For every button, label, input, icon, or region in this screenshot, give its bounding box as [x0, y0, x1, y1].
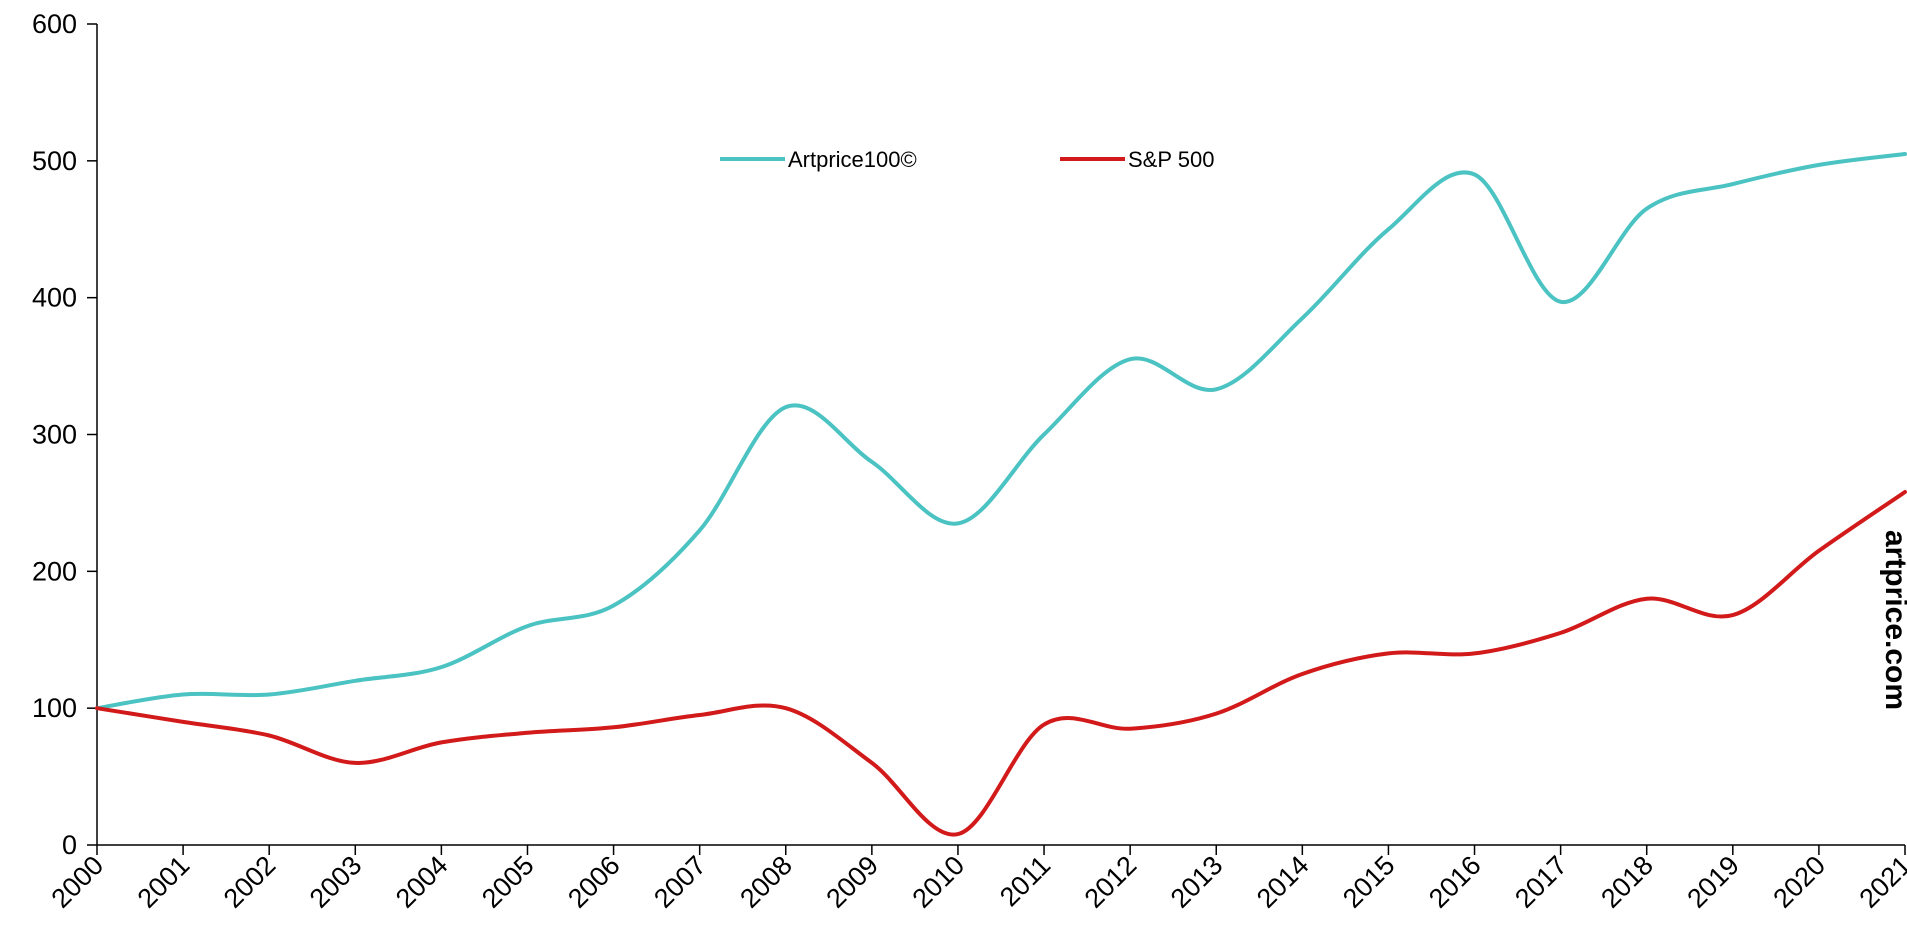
x-tick-label: 2019: [1681, 850, 1745, 914]
x-tick-label: 2017: [1509, 850, 1573, 914]
sp500-line-point: [1042, 723, 1046, 727]
sp500-line-point: [439, 740, 443, 744]
x-tick-label: 2003: [304, 850, 368, 914]
sp500-line-point: [95, 706, 99, 710]
sp500-line-point: [1645, 597, 1649, 601]
y-tick-label: 100: [32, 693, 77, 723]
artprice100-line-point: [1731, 182, 1735, 186]
x-tick-label: 2005: [476, 850, 540, 914]
x-tick-label: 2010: [907, 850, 971, 914]
artprice100-line-point: [784, 405, 788, 409]
sp500-line-point: [1559, 631, 1563, 635]
artprice100-line-point: [1300, 316, 1304, 320]
x-tick-label: 2016: [1423, 850, 1487, 914]
sp500-line-point: [1903, 490, 1907, 494]
plot-series: [95, 152, 1907, 837]
y-tick-label: 200: [32, 556, 77, 586]
legend: Artprice100© S&P 500: [720, 147, 1214, 172]
artprice100-line-point: [1903, 152, 1907, 156]
sp500-line-point: [353, 761, 357, 765]
artprice100-line-point: [439, 665, 443, 669]
artprice100-line-point: [698, 528, 702, 532]
artprice100-line-point: [1386, 227, 1390, 231]
artprice100-line-point: [612, 604, 616, 608]
sp500-line: [95, 490, 1907, 837]
y-tick-label: 600: [32, 9, 77, 39]
sp500-line-point: [525, 731, 529, 735]
artprice100-line-point: [956, 521, 960, 525]
artprice100-line-point: [1817, 163, 1821, 167]
artprice100-line: [95, 152, 1907, 711]
artprice100-line-point: [181, 692, 185, 696]
y-tick-label: 400: [32, 283, 77, 313]
sp500-line-point: [1817, 549, 1821, 553]
sp500-line-point: [784, 706, 788, 710]
x-tick-label: 2002: [218, 850, 282, 914]
artprice100-line-point: [525, 624, 529, 628]
x-tick-label: 2011: [994, 850, 1056, 912]
artprice100-line-point: [870, 460, 874, 464]
artprice100-line-point: [1559, 300, 1563, 304]
sp500-line-point: [1300, 672, 1304, 676]
y-axis: 0 100 200 300 400 500 600: [32, 9, 98, 860]
x-tick-label: 2000: [46, 850, 110, 914]
x-tick-label: 2009: [820, 850, 884, 914]
y-tick-label: 0: [62, 830, 77, 860]
artprice100-line-point: [1473, 173, 1477, 177]
x-tick-label: 2021: [1854, 850, 1907, 914]
sp500-line-point: [267, 734, 271, 738]
sp500-line-point: [1386, 651, 1390, 655]
artprice100-line-point: [267, 692, 271, 696]
watermark-artprice: artprice.com: [1879, 530, 1907, 710]
y-tick-label: 500: [32, 146, 77, 176]
x-tick-label: 2014: [1251, 850, 1315, 914]
sp500-line-point: [698, 713, 702, 717]
x-tick-label: 2006: [562, 850, 626, 914]
sp500-line-point: [1128, 727, 1132, 731]
x-tick-label: 2015: [1337, 850, 1401, 914]
legend-sp500-label: S&P 500: [1128, 147, 1214, 172]
sp500-line-point: [1731, 613, 1735, 617]
x-tick-label: 2012: [1079, 850, 1143, 914]
legend-artprice100-label: Artprice100©: [788, 147, 917, 172]
x-tick-label: 2001: [132, 850, 196, 914]
sp500-line-point: [956, 832, 960, 836]
sp500-line-point: [870, 761, 874, 765]
artprice100-line-point: [1645, 207, 1649, 211]
sp500-line-point: [1473, 651, 1477, 655]
artprice100-line-point: [1128, 357, 1132, 361]
x-tick-label: 2004: [390, 850, 454, 914]
sp500-line-point: [1214, 712, 1218, 716]
x-tick-label: 2008: [734, 850, 798, 914]
sp500-line-point: [181, 720, 185, 724]
artprice100-line-point: [353, 679, 357, 683]
sp500-line-point: [612, 725, 616, 729]
x-tick-label: 2013: [1165, 850, 1229, 914]
x-tick-label: 2007: [648, 850, 712, 914]
x-tick-label: 2020: [1767, 850, 1831, 914]
y-tick-label: 300: [32, 420, 77, 450]
x-axis: 2000 2001 2002 2003 2004 2005 2006 2007 2008 2009…: [46, 844, 1907, 914]
x-tick-label: 2018: [1595, 850, 1659, 914]
artprice100-line-point: [1042, 433, 1046, 437]
artprice100-line-point: [1214, 387, 1218, 391]
